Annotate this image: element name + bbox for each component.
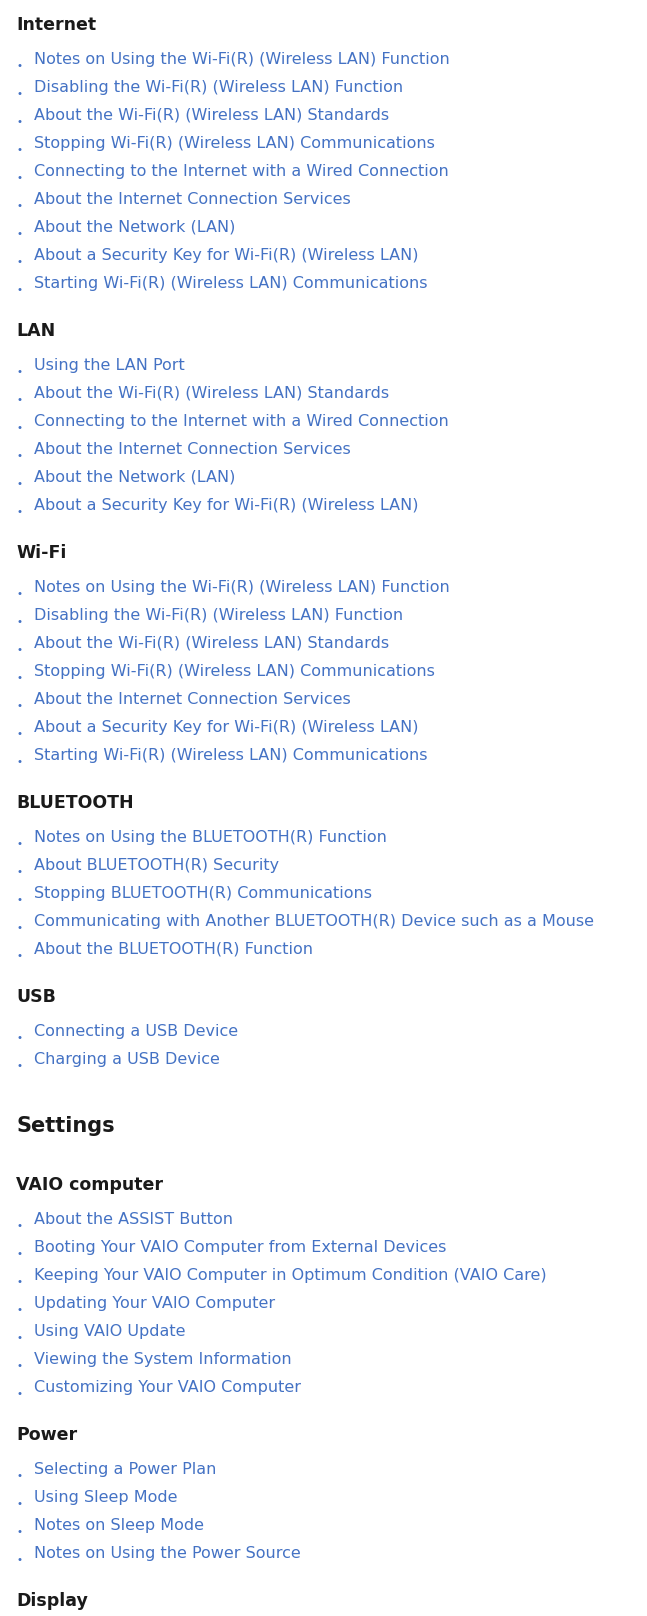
Text: •: • xyxy=(17,423,23,433)
Text: •: • xyxy=(17,1555,23,1564)
Text: •: • xyxy=(17,1527,23,1537)
Text: Communicating with Another BLUETOOTH(R) Device such as a Mouse: Communicating with Another BLUETOOTH(R) … xyxy=(34,915,594,929)
Text: •: • xyxy=(17,89,23,99)
Text: •: • xyxy=(17,478,23,490)
Text: Booting Your VAIO Computer from External Devices: Booting Your VAIO Computer from External… xyxy=(34,1239,446,1256)
Text: •: • xyxy=(17,1333,23,1343)
Text: Stopping BLUETOOTH(R) Communications: Stopping BLUETOOTH(R) Communications xyxy=(34,886,372,902)
Text: •: • xyxy=(17,257,23,267)
Text: •: • xyxy=(17,923,23,932)
Text: Power: Power xyxy=(16,1425,77,1445)
Text: •: • xyxy=(17,868,23,877)
Text: Starting Wi-Fi(R) (Wireless LAN) Communications: Starting Wi-Fi(R) (Wireless LAN) Communi… xyxy=(34,276,428,291)
Text: About a Security Key for Wi-Fi(R) (Wireless LAN): About a Security Key for Wi-Fi(R) (Wirel… xyxy=(34,498,419,512)
Text: •: • xyxy=(17,1361,23,1370)
Text: •: • xyxy=(17,507,23,517)
Text: BLUETOOTH: BLUETOOTH xyxy=(16,793,134,811)
Text: About the BLUETOOTH(R) Function: About the BLUETOOTH(R) Function xyxy=(34,942,313,957)
Text: Disabling the Wi-Fi(R) (Wireless LAN) Function: Disabling the Wi-Fi(R) (Wireless LAN) Fu… xyxy=(34,608,403,624)
Text: About a Security Key for Wi-Fi(R) (Wireless LAN): About a Security Key for Wi-Fi(R) (Wirel… xyxy=(34,721,419,735)
Text: About the Network (LAN): About the Network (LAN) xyxy=(34,220,236,234)
Text: About a Security Key for Wi-Fi(R) (Wireless LAN): About a Security Key for Wi-Fi(R) (Wirel… xyxy=(34,247,419,263)
Text: •: • xyxy=(17,1033,23,1042)
Text: Connecting to the Internet with a Wired Connection: Connecting to the Internet with a Wired … xyxy=(34,163,449,179)
Text: •: • xyxy=(17,672,23,684)
Text: •: • xyxy=(17,145,23,155)
Text: About the Network (LAN): About the Network (LAN) xyxy=(34,470,236,485)
Text: About the Internet Connection Services: About the Internet Connection Services xyxy=(34,692,351,706)
Text: •: • xyxy=(17,588,23,600)
Text: •: • xyxy=(17,1390,23,1399)
Text: About the Internet Connection Services: About the Internet Connection Services xyxy=(34,443,351,457)
Text: •: • xyxy=(17,1222,23,1231)
Text: Starting Wi-Fi(R) (Wireless LAN) Communications: Starting Wi-Fi(R) (Wireless LAN) Communi… xyxy=(34,748,428,763)
Text: Stopping Wi-Fi(R) (Wireless LAN) Communications: Stopping Wi-Fi(R) (Wireless LAN) Communi… xyxy=(34,136,435,150)
Text: About the ASSIST Button: About the ASSIST Button xyxy=(34,1212,233,1227)
Text: Charging a USB Device: Charging a USB Device xyxy=(34,1052,220,1067)
Text: •: • xyxy=(17,284,23,296)
Text: •: • xyxy=(17,950,23,962)
Text: USB: USB xyxy=(16,987,56,1007)
Text: About the Internet Connection Services: About the Internet Connection Services xyxy=(34,192,351,207)
Text: •: • xyxy=(17,394,23,406)
Text: Notes on Using the Power Source: Notes on Using the Power Source xyxy=(34,1547,301,1561)
Text: Updating Your VAIO Computer: Updating Your VAIO Computer xyxy=(34,1296,275,1311)
Text: About BLUETOOTH(R) Security: About BLUETOOTH(R) Security xyxy=(34,858,279,873)
Text: •: • xyxy=(17,451,23,461)
Text: Customizing Your VAIO Computer: Customizing Your VAIO Computer xyxy=(34,1380,301,1395)
Text: •: • xyxy=(17,645,23,654)
Text: Using VAIO Update: Using VAIO Update xyxy=(34,1324,186,1340)
Text: •: • xyxy=(17,1471,23,1480)
Text: Notes on Sleep Mode: Notes on Sleep Mode xyxy=(34,1517,204,1534)
Text: Wi-Fi: Wi-Fi xyxy=(16,545,67,562)
Text: •: • xyxy=(17,617,23,627)
Text: •: • xyxy=(17,839,23,848)
Text: LAN: LAN xyxy=(16,322,55,339)
Text: •: • xyxy=(17,229,23,239)
Text: Notes on Using the Wi-Fi(R) (Wireless LAN) Function: Notes on Using the Wi-Fi(R) (Wireless LA… xyxy=(34,580,450,595)
Text: Notes on Using the BLUETOOTH(R) Function: Notes on Using the BLUETOOTH(R) Function xyxy=(34,831,387,845)
Text: •: • xyxy=(17,1277,23,1286)
Text: •: • xyxy=(17,173,23,183)
Text: •: • xyxy=(17,116,23,128)
Text: Stopping Wi-Fi(R) (Wireless LAN) Communications: Stopping Wi-Fi(R) (Wireless LAN) Communi… xyxy=(34,664,435,679)
Text: Using the LAN Port: Using the LAN Port xyxy=(34,359,185,373)
Text: Using Sleep Mode: Using Sleep Mode xyxy=(34,1490,177,1504)
Text: About the Wi-Fi(R) (Wireless LAN) Standards: About the Wi-Fi(R) (Wireless LAN) Standa… xyxy=(34,637,389,651)
Text: •: • xyxy=(17,367,23,377)
Text: Connecting a USB Device: Connecting a USB Device xyxy=(34,1025,238,1039)
Text: •: • xyxy=(17,895,23,905)
Text: Display: Display xyxy=(16,1592,88,1610)
Text: •: • xyxy=(17,729,23,739)
Text: Selecting a Power Plan: Selecting a Power Plan xyxy=(34,1462,216,1477)
Text: About the Wi-Fi(R) (Wireless LAN) Standards: About the Wi-Fi(R) (Wireless LAN) Standa… xyxy=(34,108,389,123)
Text: Internet: Internet xyxy=(16,16,96,34)
Text: Notes on Using the Wi-Fi(R) (Wireless LAN) Function: Notes on Using the Wi-Fi(R) (Wireless LA… xyxy=(34,52,450,66)
Text: Connecting to the Internet with a Wired Connection: Connecting to the Internet with a Wired … xyxy=(34,414,449,428)
Text: •: • xyxy=(17,701,23,711)
Text: •: • xyxy=(17,1062,23,1071)
Text: Disabling the Wi-Fi(R) (Wireless LAN) Function: Disabling the Wi-Fi(R) (Wireless LAN) Fu… xyxy=(34,81,403,95)
Text: Keeping Your VAIO Computer in Optimum Condition (VAIO Care): Keeping Your VAIO Computer in Optimum Co… xyxy=(34,1269,547,1283)
Text: •: • xyxy=(17,756,23,768)
Text: Viewing the System Information: Viewing the System Information xyxy=(34,1353,292,1367)
Text: VAIO computer: VAIO computer xyxy=(16,1176,163,1194)
Text: •: • xyxy=(17,61,23,71)
Text: •: • xyxy=(17,200,23,212)
Text: •: • xyxy=(17,1500,23,1509)
Text: •: • xyxy=(17,1249,23,1259)
Text: Settings: Settings xyxy=(16,1117,115,1136)
Text: •: • xyxy=(17,1306,23,1315)
Text: About the Wi-Fi(R) (Wireless LAN) Standards: About the Wi-Fi(R) (Wireless LAN) Standa… xyxy=(34,386,389,401)
